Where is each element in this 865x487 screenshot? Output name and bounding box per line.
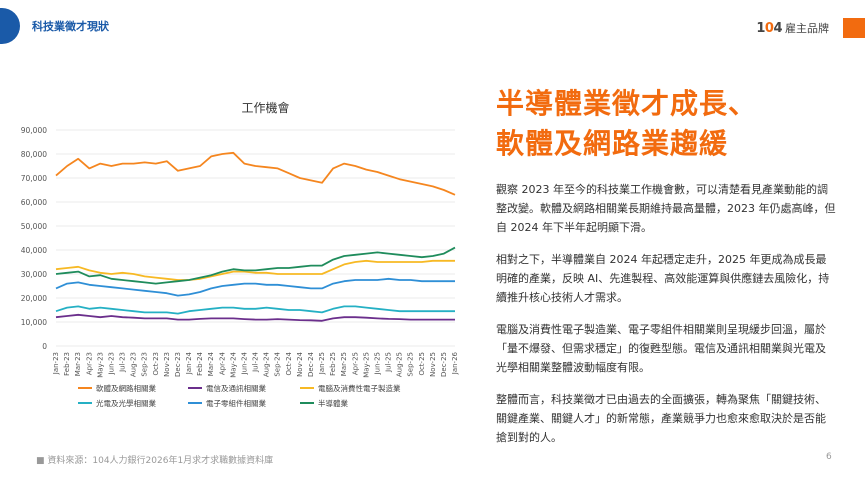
data-source: ■ 資料來源：104人力銀行2026年1月求才求職數據資料庫 bbox=[36, 456, 274, 466]
series-line bbox=[55, 151, 456, 196]
x-tick-label: Feb-25 bbox=[329, 352, 337, 376]
x-tick-label: Jul-24 bbox=[252, 351, 260, 372]
y-tick-label: 0 bbox=[42, 342, 47, 351]
x-tick-label: Aug-24 bbox=[263, 351, 271, 377]
brand-text: 雇主品牌 bbox=[785, 22, 829, 35]
paragraph-4: 整體而言，科技業徵才已由過去的全面擴張，轉為聚焦「關鍵技術、關鍵產業、關鍵人才」… bbox=[496, 393, 826, 444]
headline-line-2: 軟體及網路業趨緩 bbox=[496, 127, 729, 160]
y-tick-label: 40,000 bbox=[21, 246, 47, 255]
x-tick-label: Jan-24 bbox=[185, 351, 193, 375]
x-tick-label: Oct-23 bbox=[152, 352, 160, 376]
x-tick-label: Apr-23 bbox=[85, 352, 93, 375]
corner-accent bbox=[843, 18, 865, 38]
y-tick-label: 60,000 bbox=[21, 198, 47, 207]
x-tick-label: Jul-25 bbox=[385, 352, 393, 373]
x-tick-label: May-25 bbox=[362, 352, 370, 378]
x-tick-label: Feb-24 bbox=[196, 351, 204, 375]
x-tick-label: Jan-23 bbox=[52, 352, 60, 375]
y-tick-label: 50,000 bbox=[21, 222, 47, 231]
legend-label: 軟體及網路相關業 bbox=[96, 383, 156, 393]
x-tick-label: Mar-24 bbox=[207, 351, 215, 376]
y-tick-label: 80,000 bbox=[21, 150, 47, 159]
body-text: 觀察 2023 年至今的科技業工作機會數，可以清楚看見產業動能的調整改變。軟體及… bbox=[496, 180, 836, 460]
x-tick-label: Mar-23 bbox=[74, 352, 82, 376]
x-tick-label: Jun-25 bbox=[373, 352, 381, 375]
x-tick-label: Nov-25 bbox=[429, 352, 437, 377]
legend-label: 電信及通訊相關業 bbox=[206, 383, 266, 393]
legend-label: 電子零組件相關業 bbox=[206, 398, 266, 408]
series-line bbox=[55, 305, 455, 315]
x-tick-label: Sep-24 bbox=[274, 351, 282, 376]
section-title: 科技業徵才現狀 bbox=[32, 20, 109, 33]
series-line bbox=[55, 259, 455, 281]
x-tick-label: Jun-24 bbox=[240, 351, 248, 375]
page-number: 6 bbox=[826, 452, 832, 462]
x-tick-label: Dec-23 bbox=[174, 352, 182, 377]
y-tick-label: 30,000 bbox=[21, 270, 47, 279]
y-tick-label: 70,000 bbox=[21, 174, 47, 183]
series-line bbox=[55, 313, 455, 322]
series-line bbox=[55, 277, 455, 297]
paragraph-2: 相對之下，半導體業自 2024 年起穩定走升，2025 年更成為成長最明確的產業… bbox=[496, 253, 830, 304]
data-source-text: 資料來源：104人力銀行2026年1月求才求職數據資料庫 bbox=[47, 456, 274, 466]
brand-number-4: 4 bbox=[773, 20, 782, 36]
x-tick-label: Apr-25 bbox=[351, 352, 359, 375]
x-tick-label: Aug-23 bbox=[130, 352, 138, 377]
x-tick-label: Nov-24 bbox=[296, 351, 304, 376]
x-tick-label: Nov-23 bbox=[163, 352, 171, 377]
x-tick-label: Oct-25 bbox=[418, 352, 426, 376]
y-tick-label: 10,000 bbox=[21, 318, 47, 327]
x-tick-label: May-23 bbox=[96, 352, 104, 378]
legend-label: 光電及光學相關業 bbox=[96, 398, 156, 408]
x-tick-label: Sep-25 bbox=[407, 352, 415, 377]
paragraph-3: 電腦及消費性電子製造業、電子零組件相關業則呈現緩步回溫，屬於「量不爆發、但需求穩… bbox=[496, 323, 826, 374]
x-tick-label: Oct-24 bbox=[285, 351, 293, 375]
series-line bbox=[55, 246, 456, 285]
x-tick-label: Mar-25 bbox=[340, 352, 348, 376]
headline: 半導體業徵才成長、 軟體及網路業趨緩 bbox=[496, 84, 757, 164]
brand-number: 104 bbox=[756, 21, 782, 36]
y-tick-label: 20,000 bbox=[21, 294, 47, 303]
x-tick-label: Dec-24 bbox=[307, 351, 315, 377]
x-tick-label: Dec-25 bbox=[440, 352, 448, 377]
x-tick-label: Aug-25 bbox=[396, 352, 404, 377]
x-tick-label: Jan-25 bbox=[318, 352, 326, 375]
x-tick-label: Jan-26 bbox=[451, 351, 459, 375]
brand-number-1: 1 bbox=[756, 20, 765, 36]
section-badge bbox=[0, 8, 20, 44]
y-tick-label: 90,000 bbox=[21, 126, 47, 135]
x-tick-label: May-24 bbox=[229, 351, 237, 377]
paragraph-1: 觀察 2023 年至今的科技業工作機會數，可以清楚看見產業動能的調整改變。軟體及… bbox=[496, 183, 836, 234]
x-tick-label: Apr-24 bbox=[218, 351, 226, 375]
brand-logo: 104 雇主品牌 bbox=[756, 20, 829, 36]
legend-label: 半導體業 bbox=[318, 398, 348, 408]
x-tick-label: Sep-23 bbox=[141, 352, 149, 377]
x-tick-label: Jun-23 bbox=[107, 352, 115, 375]
legend-label: 電腦及消費性電子製造業 bbox=[318, 383, 401, 393]
x-tick-label: Feb-23 bbox=[63, 352, 71, 376]
brand-number-0: 0 bbox=[764, 20, 774, 36]
x-tick-label: Jul-23 bbox=[119, 352, 127, 373]
job-openings-line-chart: 工作機會 0 10,000 20,000 30,000 40,000 50,000 60,00… bbox=[21, 100, 459, 408]
headline-line-1: 半導體業徵才成長、 bbox=[496, 87, 758, 120]
chart-title: 工作機會 bbox=[241, 100, 289, 115]
